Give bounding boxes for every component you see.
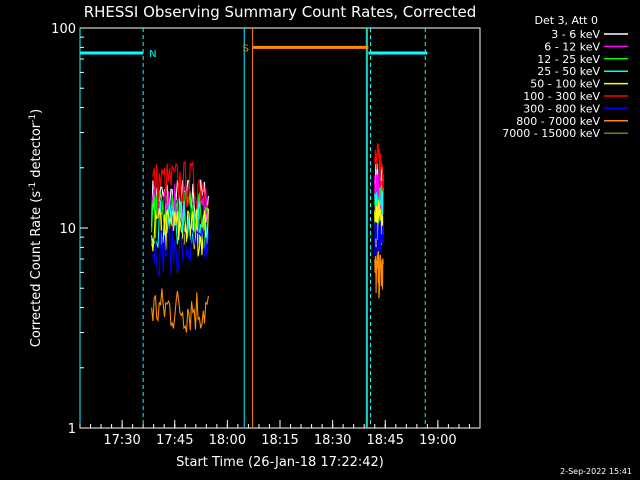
legend-label-1: 6 - 12 keV xyxy=(544,40,600,53)
series-line-6-1 xyxy=(374,219,384,265)
x-axis-label: Start Time (26-Jan-18 17:22:42) xyxy=(176,455,384,470)
y-tick-label-2: 100 xyxy=(51,22,76,37)
series-line-5-1 xyxy=(374,143,384,190)
legend-label-3: 25 - 50 keV xyxy=(537,65,600,78)
flag-layer: NS xyxy=(80,43,428,60)
x-tick-label-0: 17:30 xyxy=(103,433,140,448)
y-axis-label-mid: detector xyxy=(29,122,44,182)
legend-label-8: 7000 - 15000 keV xyxy=(502,127,600,140)
legend-label-2: 12 - 25 keV xyxy=(537,53,600,66)
chart-title: RHESSI Observing Summary Count Rates, Co… xyxy=(84,3,477,21)
series-layer xyxy=(151,143,384,333)
plot-frame xyxy=(79,27,481,429)
y-tick-label-0: 1 xyxy=(68,422,76,437)
series-line-3-0 xyxy=(151,198,209,249)
y-axis-label: Corrected Count Rate (s-1 detector-1) xyxy=(28,109,44,347)
legend-header: Det 3, Att 0 xyxy=(535,14,599,27)
flag-label-S: S xyxy=(243,43,249,54)
legend-label-5: 100 - 300 keV xyxy=(523,90,600,103)
x-tick-label-1: 17:45 xyxy=(156,433,193,448)
tick-layer: 17:30 17:45 18:00 18:15 18:30 18:45 19:00 1 10 10… xyxy=(51,22,470,448)
series-line-4-0 xyxy=(151,208,209,257)
series-line-4-1 xyxy=(374,199,384,248)
y-axis-label-sup2: -1 xyxy=(28,114,38,123)
x-tick-label-6: 19:00 xyxy=(419,433,456,448)
series-line-6-0 xyxy=(151,226,209,277)
x-tick-label-5: 18:45 xyxy=(367,433,404,448)
plot-area: NS 17:30 17:45 18:00 18:15 18:30 18:45 19:0011… xyxy=(51,22,481,448)
legend-label-7: 800 - 7000 keV xyxy=(516,115,600,128)
marker-layer xyxy=(79,28,426,428)
x-tick-label-3: 18:15 xyxy=(261,433,298,448)
y-tick-label-1: 10 xyxy=(59,222,76,237)
footer-date: 2-Sep-2022 15:41 xyxy=(560,467,632,476)
x-tick-label-4: 18:30 xyxy=(314,433,351,448)
series-line-1-1 xyxy=(374,172,384,222)
legend-label-4: 50 - 100 keV xyxy=(530,78,600,91)
legend-label-6: 300 - 800 keV xyxy=(523,102,600,115)
y-axis-label-end: ) xyxy=(29,109,44,114)
series-line-7-1 xyxy=(374,251,384,299)
y-axis-label-sup1: -1 xyxy=(28,182,38,191)
series-line-7-0 xyxy=(151,288,209,333)
y-axis-label-main: Corrected Count Rate (s xyxy=(29,191,44,348)
x-tick-label-2: 18:00 xyxy=(209,433,246,448)
series-line-2-0 xyxy=(151,189,209,239)
flag-label-N: N xyxy=(149,49,156,60)
series-line-5-0 xyxy=(151,161,209,209)
legend-label-0: 3 - 6 keV xyxy=(551,28,600,41)
